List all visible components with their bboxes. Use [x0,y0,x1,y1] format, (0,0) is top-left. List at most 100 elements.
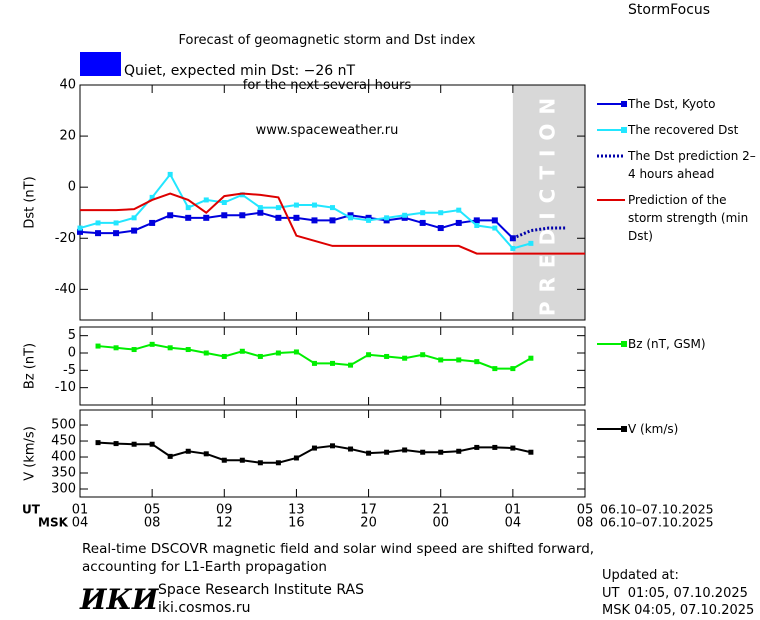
y-axis-label: V (km/s) [23,426,38,481]
marker [491,217,498,224]
prediction-label: PREDICTION [535,89,559,316]
plot-frame [79,84,586,321]
marker [510,245,516,251]
marker [492,366,498,372]
marker [528,240,534,246]
marker [510,366,516,372]
marker [492,444,498,450]
y-tick-label: -5 [63,363,76,378]
marker [474,444,480,450]
marker [365,214,372,221]
marker [95,343,101,349]
y-tick-label: 300 [51,482,76,497]
marker [437,225,444,232]
marker [383,217,390,224]
marker [203,350,209,356]
series-line [80,192,585,255]
marker [456,357,462,363]
marker [95,220,101,226]
institute: Space Research Institute RAS [158,582,364,598]
legend-marker [621,127,627,133]
site: iki.cosmos.ru [158,600,251,616]
y-axis-label: Dst (nT) [23,176,38,228]
marker [95,230,102,237]
y-tick-label: -40 [55,282,76,297]
marker [77,228,83,235]
marker [113,441,119,447]
legend-label: The recovered Dst [628,123,739,137]
legend-marker [621,101,627,107]
status-box [80,52,121,76]
marker [473,217,480,224]
marker [257,353,263,359]
x-tick-label: 01 [72,503,89,518]
x-tick-label-msk: 20 [360,516,377,531]
legend-label: The Dst, Kyoto [628,97,716,111]
marker [113,230,120,237]
prediction-band [512,85,585,320]
marker [492,225,498,231]
marker [167,453,173,459]
x-tick-label-msk: 04 [72,516,89,531]
legend-marker [621,341,627,347]
status-text: Quiet, expected min Dst: −26 nT [124,63,356,79]
note: Real-time DSCOVR magnetic field and sola… [82,541,595,575]
marker [131,215,137,221]
marker [311,360,317,366]
marker [149,219,156,226]
plot-frame [79,409,586,498]
marker [257,205,263,211]
x-tick-label: 09 [216,503,233,518]
x-tick-label: 21 [432,503,449,518]
marker [221,212,228,219]
marker [366,352,372,358]
marker [402,447,408,453]
msk-label: MSK [38,516,69,530]
marker [474,359,480,365]
marker [348,446,354,452]
marker [293,202,299,208]
marker [455,219,462,226]
y-tick-label: 350 [51,466,76,481]
y-axis-label: Bz (nT) [23,343,38,389]
marker [257,460,263,466]
marker [456,448,462,454]
logo: ИКИ [80,583,159,616]
y-tick-label: 5 [68,328,76,343]
marker [149,341,155,347]
series-line [512,226,567,240]
x-tick-label-msk: 08 [577,516,594,531]
marker [203,214,210,221]
marker [131,441,137,447]
y-tick-label: 450 [51,434,76,449]
marker [330,360,335,366]
marker [149,194,155,200]
marker [384,449,390,455]
x-tick-label: 05 [144,503,161,518]
marker [528,449,534,455]
marker [167,171,173,177]
updated-msk: MSK 04:05, 07.10.2025 [602,603,755,618]
legend-label: Bz (nT, GSM) [628,337,706,351]
marker [438,449,444,455]
marker [167,212,174,219]
marker [95,440,101,446]
legend-label: The Dst prediction 2–4 hours ahead [628,149,756,181]
marker [275,350,281,356]
marker [221,353,227,359]
marker [203,451,209,457]
title-line: Forecast of geomagnetic storm and Dst in… [178,33,476,48]
marker [438,210,444,216]
marker [113,345,119,351]
marker [239,348,245,354]
legend-marker [621,426,627,432]
marker [330,443,335,449]
marker [203,197,209,203]
y-tick-label: -10 [55,380,76,395]
ut-label: UT [22,503,41,517]
marker [311,445,317,451]
marker [366,450,372,456]
marker [239,457,245,463]
